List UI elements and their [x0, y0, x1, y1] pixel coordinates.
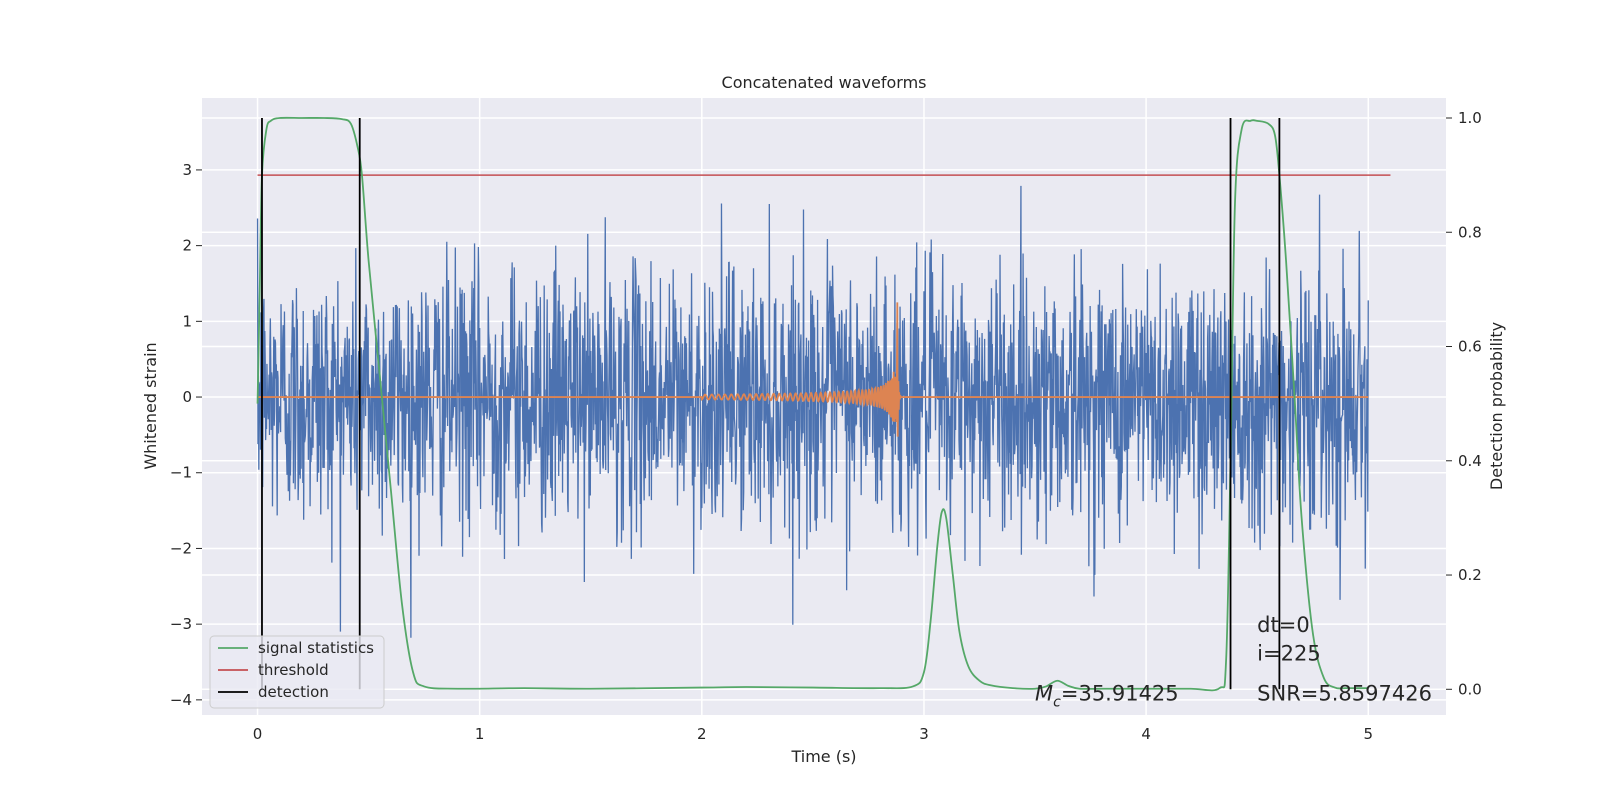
legend-label-threshold: threshold: [258, 661, 329, 679]
annotation-symbol: M: [1035, 682, 1053, 706]
annotation-3: SNR=5.8597426: [1257, 682, 1432, 706]
legend-box: [209, 635, 385, 709]
annotation-subscript: c: [1053, 695, 1061, 711]
annotation-1: dt=0: [1257, 613, 1310, 637]
annotation-value: =35.91425: [1061, 682, 1179, 706]
legend: signal statistics threshold detection: [209, 635, 385, 709]
y2-tick-label-3: 0.6: [1458, 338, 1482, 356]
y-tick-label-0: −4: [170, 691, 192, 709]
y2-tick-label-1: 0.2: [1458, 566, 1482, 584]
y-tick-label-4: 0: [182, 388, 192, 406]
legend-label-detection: detection: [258, 683, 329, 701]
x-tick-label-5: 5: [1363, 725, 1373, 743]
y-tick-label-2: −2: [170, 539, 192, 557]
legend-label-signal-statistics: signal statistics: [258, 639, 374, 657]
y-tick-label-5: 1: [182, 312, 192, 330]
y2-axis-label: Detection probability: [1487, 322, 1506, 490]
y2-tick-label-2: 0.4: [1458, 452, 1482, 470]
y2-tick-label-4: 0.8: [1458, 223, 1482, 241]
y2-tick-label-0: 0.0: [1458, 680, 1482, 698]
x-tick-label-1: 1: [475, 725, 485, 743]
annotations: Mc=35.91425 dt=0 i=225 SNR=5.8597426: [1035, 613, 1432, 711]
y-tick-label-7: 3: [182, 161, 192, 179]
y-axis-label: Whitened strain: [141, 342, 160, 469]
annotation-0: Mc=35.91425: [1035, 682, 1179, 711]
chart-title: Concatenated waveforms: [722, 73, 927, 92]
template-chirp-line: [257, 302, 1369, 437]
x-axis-label: Time (s): [790, 747, 856, 766]
x-tick-label-3: 3: [919, 725, 929, 743]
grid: [202, 98, 1446, 715]
annotation-2: i=225: [1257, 642, 1321, 666]
series-layer: [256, 116, 1391, 692]
x-tick-label-0: 0: [253, 725, 263, 743]
x-tick-label-4: 4: [1141, 725, 1151, 743]
tick-labels: 0 1 2 3 4 5 −4 −3 −2 −1 0 1 2 3 0.0 0.2 0.4 0.6 0.8 1.0: [170, 109, 1482, 743]
y-tick-label-3: −1: [170, 464, 192, 482]
y2-tick-label-5: 1.0: [1458, 109, 1482, 127]
y-tick-label-6: 2: [182, 237, 192, 255]
x-tick-label-2: 2: [697, 725, 707, 743]
y-tick-label-1: −3: [170, 615, 192, 633]
strain-noise-line: [256, 185, 1369, 638]
